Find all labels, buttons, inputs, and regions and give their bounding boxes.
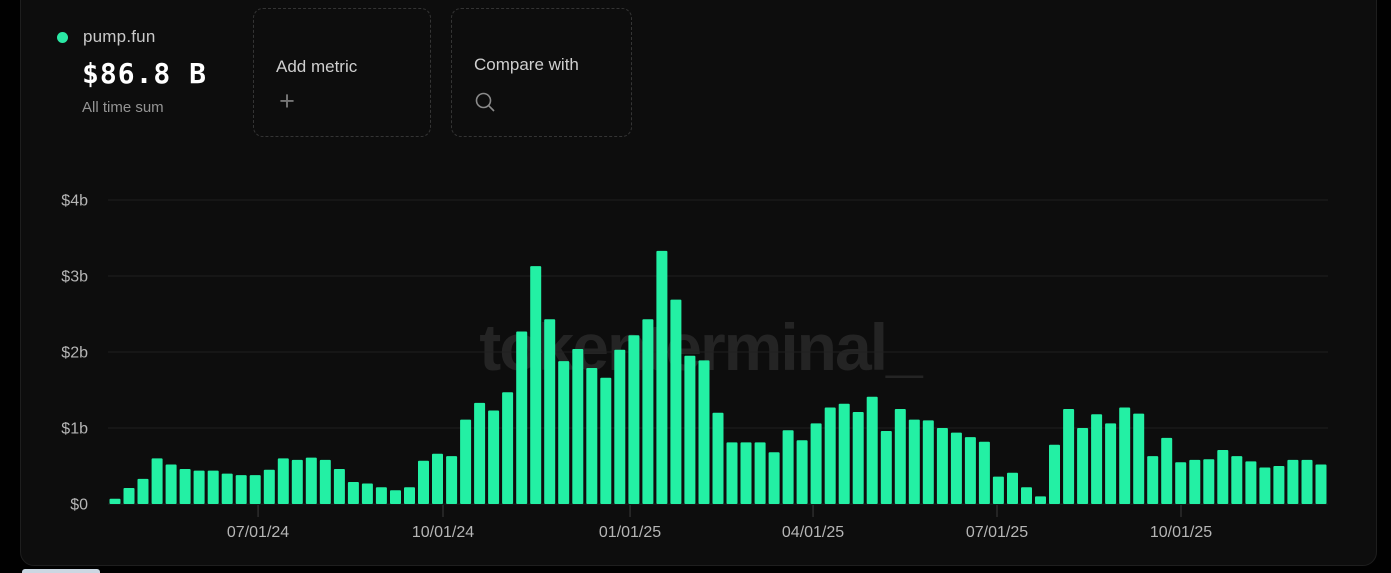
metric-value: $86.8 B bbox=[82, 57, 208, 90]
bar[interactable] bbox=[291, 459, 303, 504]
bar[interactable] bbox=[1203, 459, 1215, 504]
bar[interactable] bbox=[754, 442, 766, 504]
bar[interactable] bbox=[1231, 456, 1243, 504]
bar[interactable] bbox=[347, 482, 359, 504]
bar[interactable] bbox=[305, 457, 317, 504]
plus-icon: + bbox=[279, 86, 295, 116]
bar[interactable] bbox=[277, 458, 289, 504]
bar[interactable] bbox=[460, 419, 472, 504]
bar[interactable] bbox=[1035, 496, 1046, 504]
bar[interactable] bbox=[936, 428, 948, 504]
bar[interactable] bbox=[1245, 461, 1257, 504]
bar[interactable] bbox=[712, 412, 724, 504]
add-metric-label: Add metric bbox=[276, 57, 358, 76]
bar[interactable] bbox=[123, 488, 135, 504]
bar[interactable] bbox=[1147, 456, 1159, 504]
bar[interactable] bbox=[824, 407, 836, 505]
bar[interactable] bbox=[333, 469, 345, 504]
compare-with-label: Compare with bbox=[474, 55, 579, 74]
bar[interactable] bbox=[221, 473, 233, 504]
bar[interactable] bbox=[530, 266, 542, 504]
bar[interactable] bbox=[684, 355, 696, 504]
bar[interactable] bbox=[628, 335, 640, 504]
bar[interactable] bbox=[235, 475, 247, 504]
bar[interactable] bbox=[600, 377, 612, 504]
compare-with-button[interactable]: Compare with bbox=[451, 8, 632, 137]
bar[interactable] bbox=[375, 487, 387, 504]
bar[interactable] bbox=[432, 453, 443, 504]
bar[interactable] bbox=[1175, 462, 1187, 504]
bar[interactable] bbox=[558, 361, 570, 504]
bar[interactable] bbox=[880, 431, 892, 504]
bar[interactable] bbox=[502, 392, 514, 504]
bar[interactable] bbox=[446, 456, 458, 504]
bar[interactable] bbox=[319, 459, 331, 504]
bar[interactable] bbox=[894, 409, 906, 504]
bar[interactable] bbox=[1273, 466, 1285, 504]
bar[interactable] bbox=[978, 441, 990, 504]
bar[interactable] bbox=[404, 487, 415, 504]
bar[interactable] bbox=[1063, 409, 1075, 504]
bar[interactable] bbox=[782, 430, 794, 504]
bar[interactable] bbox=[1119, 407, 1131, 505]
bar[interactable] bbox=[179, 469, 191, 504]
bar[interactable] bbox=[1133, 413, 1145, 504]
bar[interactable] bbox=[1287, 459, 1299, 504]
metric-caption: All time sum bbox=[82, 99, 164, 116]
bar[interactable] bbox=[964, 437, 976, 504]
bar[interactable] bbox=[796, 440, 808, 504]
bar[interactable] bbox=[263, 469, 275, 504]
bar[interactable] bbox=[586, 368, 598, 504]
bar[interactable] bbox=[1189, 459, 1201, 504]
bar[interactable] bbox=[1105, 423, 1117, 504]
bar[interactable] bbox=[908, 419, 920, 504]
bar[interactable] bbox=[544, 319, 556, 504]
bar[interactable] bbox=[656, 250, 668, 504]
bar[interactable] bbox=[151, 458, 163, 504]
add-metric-button[interactable]: Add metric + bbox=[253, 8, 431, 137]
bar[interactable] bbox=[1021, 487, 1032, 504]
bar[interactable] bbox=[488, 410, 500, 505]
bar[interactable] bbox=[361, 483, 373, 505]
search-icon bbox=[475, 92, 495, 112]
bar[interactable] bbox=[1161, 437, 1173, 504]
bar[interactable] bbox=[1301, 459, 1313, 504]
bar[interactable] bbox=[572, 349, 584, 504]
bar[interactable] bbox=[922, 420, 934, 504]
bar[interactable] bbox=[726, 442, 738, 504]
bar[interactable] bbox=[698, 360, 710, 504]
bar[interactable] bbox=[768, 452, 780, 504]
bar[interactable] bbox=[1217, 450, 1229, 504]
bar[interactable] bbox=[418, 460, 429, 504]
bar[interactable] bbox=[1315, 464, 1327, 505]
bar[interactable] bbox=[852, 412, 864, 504]
series-name: pump.fun bbox=[83, 27, 156, 46]
bar[interactable] bbox=[950, 432, 962, 504]
bar[interactable] bbox=[474, 402, 486, 504]
series-legend[interactable]: pump.fun bbox=[57, 27, 155, 47]
bottom-peek bbox=[22, 569, 100, 573]
bar[interactable] bbox=[614, 349, 626, 504]
bar[interactable] bbox=[1091, 414, 1103, 504]
bar[interactable] bbox=[193, 470, 205, 504]
bar[interactable] bbox=[109, 498, 121, 504]
bar[interactable] bbox=[1007, 472, 1018, 504]
bar[interactable] bbox=[670, 299, 682, 504]
bar[interactable] bbox=[642, 319, 654, 504]
bar[interactable] bbox=[810, 423, 822, 504]
bar[interactable] bbox=[740, 442, 752, 504]
bar[interactable] bbox=[207, 470, 219, 504]
bar[interactable] bbox=[866, 396, 878, 504]
bar[interactable] bbox=[390, 490, 401, 504]
series-color-dot bbox=[57, 31, 68, 43]
bar[interactable] bbox=[838, 403, 850, 504]
bar[interactable] bbox=[992, 476, 1004, 504]
bar[interactable] bbox=[1077, 428, 1089, 504]
bar[interactable] bbox=[137, 478, 149, 504]
bar[interactable] bbox=[1049, 444, 1060, 504]
bar[interactable] bbox=[165, 464, 177, 505]
bar[interactable] bbox=[516, 331, 528, 505]
bar[interactable] bbox=[249, 475, 261, 504]
bar[interactable] bbox=[1259, 467, 1271, 505]
